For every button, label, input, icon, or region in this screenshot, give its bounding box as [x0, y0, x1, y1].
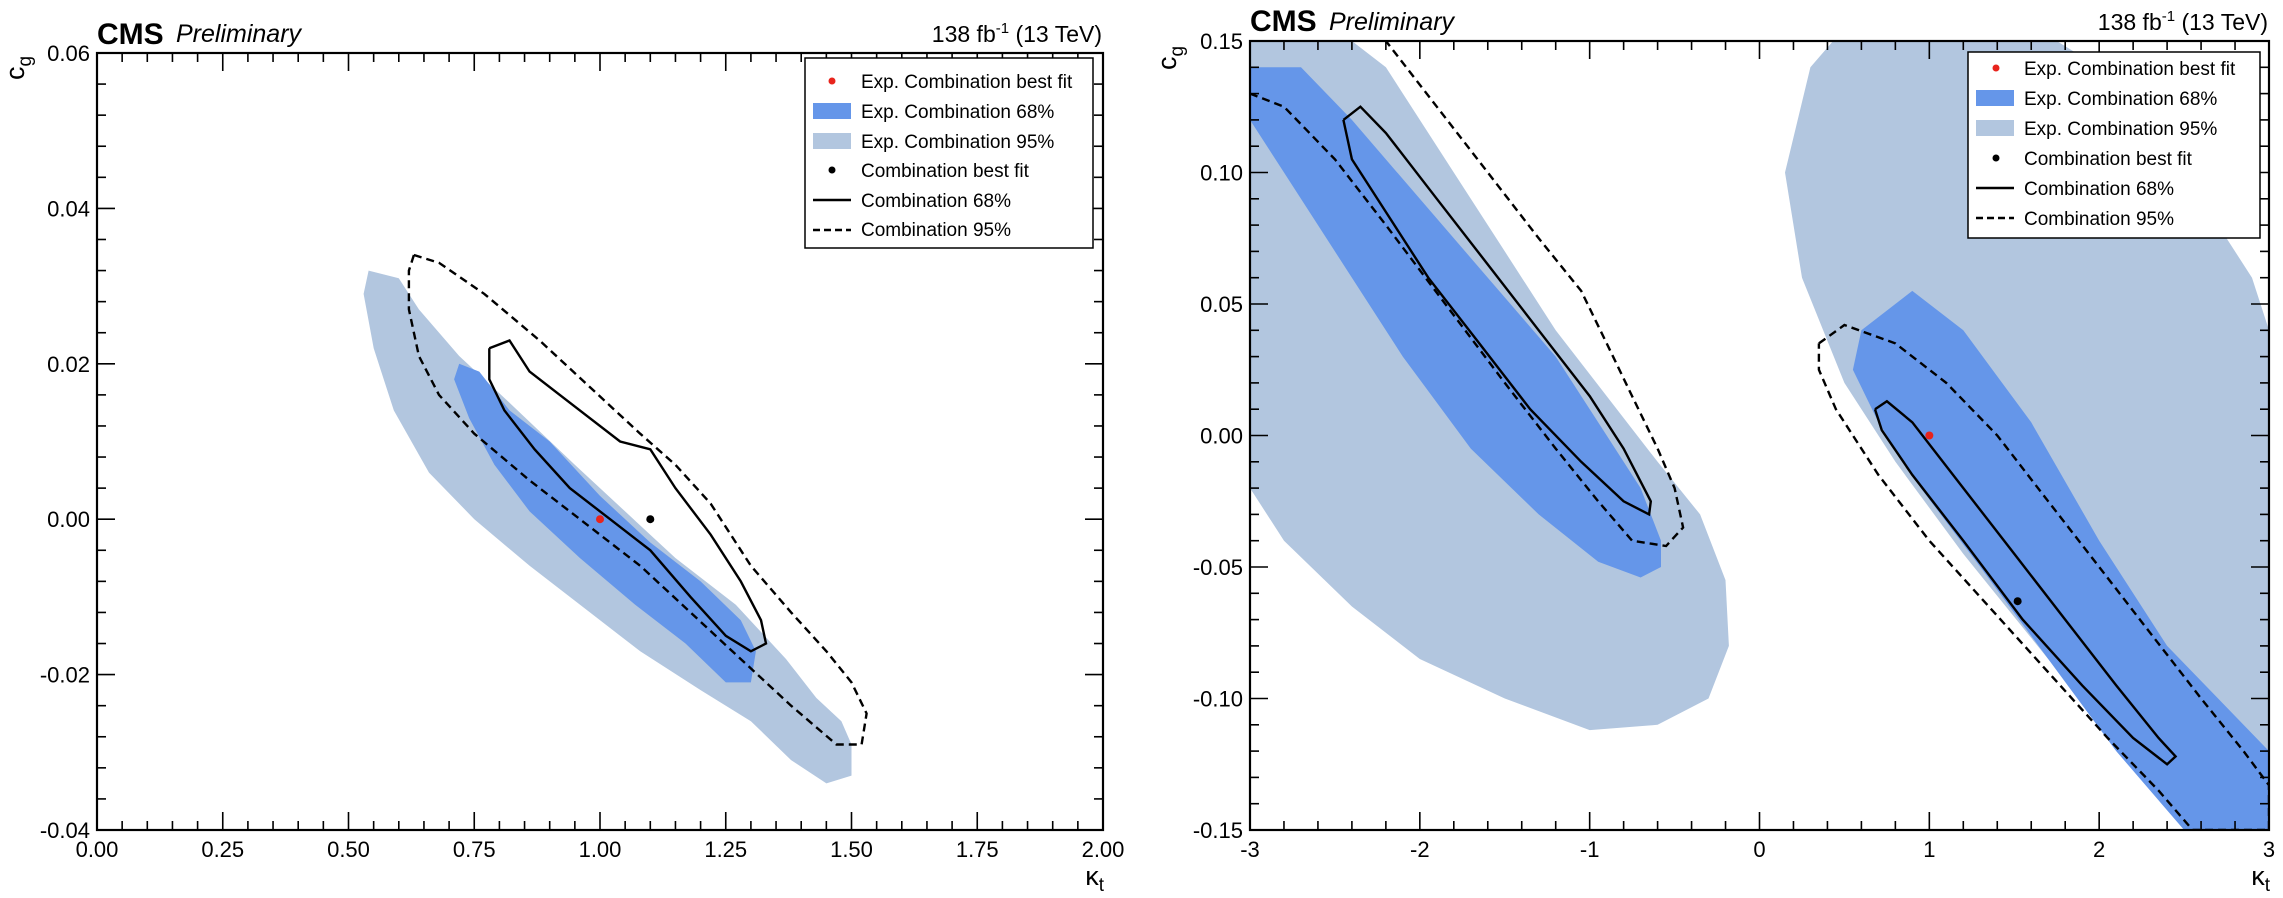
x-tick-label: 1.25 — [704, 837, 747, 862]
x-tick-label: -2 — [1410, 837, 1430, 862]
axes: -3 -2 -1 0 1 2 3 -0.15 -0.10 -0.05 0.00 0.05 0.10 0.1… — [1193, 29, 2275, 862]
legend-marker-obs-bestfit — [1992, 154, 2000, 162]
legend-label: Combination 68% — [861, 191, 1011, 212]
legend-label: Exp. Combination 95% — [2024, 119, 2217, 140]
best-fit-points — [1925, 431, 2022, 606]
y-tick-label: 0.04 — [47, 196, 90, 221]
legend-label: Combination best fit — [861, 161, 1030, 182]
y-tick-label: -0.05 — [1193, 555, 1243, 580]
legend-swatch-exp95 — [1976, 120, 2014, 136]
legend-swatch-exp95 — [813, 133, 851, 149]
legend-label: Exp. Combination 95% — [861, 132, 1054, 153]
lumi-label: 138 fb-1 (13 TeV) — [2098, 8, 2268, 35]
legend-box — [1967, 51, 2261, 239]
x-tick-label: 2 — [2093, 837, 2105, 862]
contour-lines — [407, 253, 868, 746]
obs-bestfit-point — [646, 515, 655, 524]
x-axis-title: κt — [2251, 861, 2271, 896]
x-tick-label: 0.50 — [327, 837, 370, 862]
region-exp68 — [1852, 290, 2269, 830]
y-axis-title: cg — [0, 56, 36, 80]
x-tick-label: 3 — [2263, 837, 2275, 862]
legend-swatch-exp68 — [813, 103, 851, 119]
contour-lines — [1250, 41, 2269, 830]
legend-marker-exp-bestfit — [828, 77, 836, 85]
preliminary-label: Preliminary — [176, 20, 303, 48]
x-tick-label: 1.75 — [956, 837, 999, 862]
y-tick-label: -0.02 — [40, 663, 90, 688]
line-obs68 — [1873, 399, 2178, 766]
line-obs68 — [1342, 105, 1653, 517]
region-exp68 — [1250, 67, 1661, 578]
legend-swatch-exp68 — [1976, 90, 2014, 106]
y-tick-label: 0.02 — [47, 352, 90, 377]
legend-label: Exp. Combination best fit — [861, 72, 1073, 93]
legend: Exp. Combination best fit Exp. Combinati… — [1967, 51, 2261, 239]
y-axis-title: cg — [1152, 46, 1188, 70]
x-tick-label: 1.50 — [830, 837, 873, 862]
y-tick-label: 0.06 — [47, 41, 90, 66]
y-tick-label: -0.10 — [1193, 687, 1243, 712]
axes: 0.00 0.25 0.50 0.75 1.00 1.25 1.50 1.75 2.00 -0.0… — [40, 41, 1125, 862]
legend-label: Exp. Combination 68% — [2024, 89, 2217, 110]
x-tick-label: -1 — [1580, 837, 1600, 862]
x-tick-label: 2.00 — [1082, 837, 1125, 862]
x-tick-label: 1 — [1923, 837, 1935, 862]
x-tick-label: 0.00 — [76, 837, 119, 862]
cms-label: CMS — [1250, 5, 1317, 38]
panel-left: CMS Preliminary 138 fb-1 (13 TeV) 0.00 0.… — [0, 18, 1124, 896]
panel-right: CMS Preliminary 138 fb-1 (13 TeV) -3 -2 -1… — [1152, 5, 2275, 896]
x-tick-label: 0.75 — [453, 837, 496, 862]
x-tick-label: -3 — [1240, 837, 1260, 862]
obs-bestfit-point — [2013, 597, 2022, 606]
x-tick-label: 0 — [1753, 837, 1765, 862]
contour-regions — [1250, 41, 2269, 830]
legend-box — [804, 57, 1094, 249]
x-tick-label: 1.00 — [579, 837, 622, 862]
x-axis-title: κt — [1085, 861, 1105, 896]
y-tick-label: 0.10 — [1200, 161, 1243, 186]
best-fit-points — [596, 515, 655, 524]
y-tick-label: 0.15 — [1200, 29, 1243, 54]
legend-label: Exp. Combination best fit — [2024, 59, 2236, 80]
preliminary-label: Preliminary — [1329, 8, 1456, 36]
legend-label: Exp. Combination 68% — [861, 102, 1054, 123]
lumi-label: 138 fb-1 (13 TeV) — [932, 20, 1102, 47]
legend-marker-obs-bestfit — [828, 166, 836, 174]
legend-marker-exp-bestfit — [1992, 64, 2000, 72]
line-obs95 — [1817, 323, 2269, 830]
cms-label: CMS — [97, 18, 164, 51]
line-obs68 — [488, 339, 768, 653]
legend-label: Combination 95% — [2024, 209, 2174, 230]
y-tick-label: -0.04 — [40, 818, 90, 843]
legend-label: Combination 95% — [861, 220, 1011, 241]
legend: Exp. Combination best fit Exp. Combinati… — [804, 57, 1094, 249]
y-tick-label: 0.05 — [1200, 292, 1243, 317]
x-tick-label: 0.25 — [201, 837, 244, 862]
legend-label: Combination best fit — [2024, 149, 2193, 170]
exp-bestfit-point — [1925, 431, 1934, 440]
y-tick-label: 0.00 — [1200, 424, 1243, 449]
exp-bestfit-point — [596, 515, 604, 524]
y-tick-label: 0.00 — [47, 507, 90, 532]
contour-regions — [363, 270, 852, 784]
line-obs95 — [1250, 41, 1685, 548]
legend-label: Combination 68% — [2024, 179, 2174, 200]
y-tick-label: -0.15 — [1193, 818, 1243, 843]
